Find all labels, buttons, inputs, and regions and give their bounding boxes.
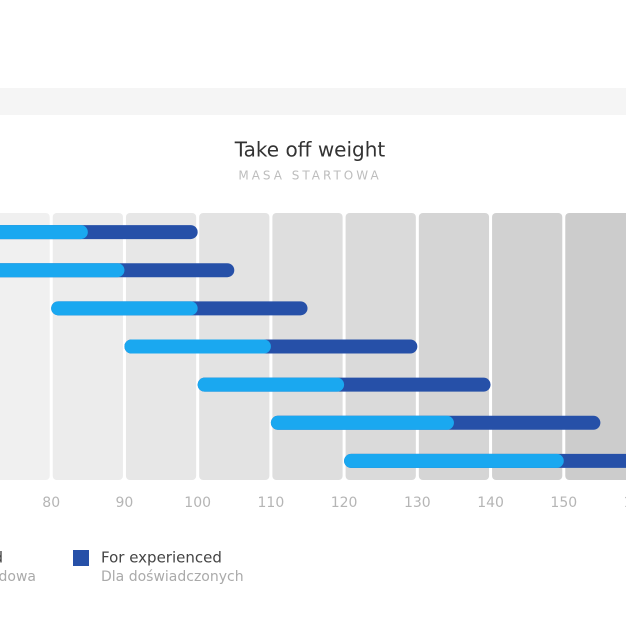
x-tick-label: 110: [258, 495, 285, 511]
column-band: [0, 213, 50, 480]
legend-label: d: [0, 549, 3, 567]
beginner-bar: [344, 453, 564, 468]
legend-swatch: [73, 550, 89, 566]
x-tick-label: 140: [477, 495, 504, 511]
column-band: [418, 213, 490, 480]
beginner-bar: [124, 339, 271, 354]
legend-sublabel: dowa: [0, 569, 36, 585]
x-tick-label: 80: [42, 495, 60, 511]
x-tick-label: 160: [624, 495, 626, 511]
header-band: [0, 88, 626, 115]
beginner-bar: [197, 377, 345, 392]
legend-sublabel: Dla doświadczonych: [101, 569, 244, 585]
x-tick-label: 90: [116, 495, 134, 511]
x-tick-label: 150: [550, 495, 577, 511]
x-tick-label: 120: [331, 495, 358, 511]
beginner-bar: [0, 263, 125, 278]
beginner-bar: [270, 415, 454, 430]
column-band: [52, 213, 123, 480]
chart-title: Take off weight: [234, 138, 386, 162]
chart-subtitle: MASA STARTOWA: [238, 169, 381, 183]
x-tick-label: 130: [404, 495, 431, 511]
column-band: [565, 213, 626, 480]
legend-label: For experienced: [101, 549, 222, 567]
x-tick-label: 100: [184, 495, 211, 511]
beginner-bar: [51, 301, 198, 316]
column-band: [492, 213, 563, 480]
beginner-bar: [0, 225, 88, 240]
